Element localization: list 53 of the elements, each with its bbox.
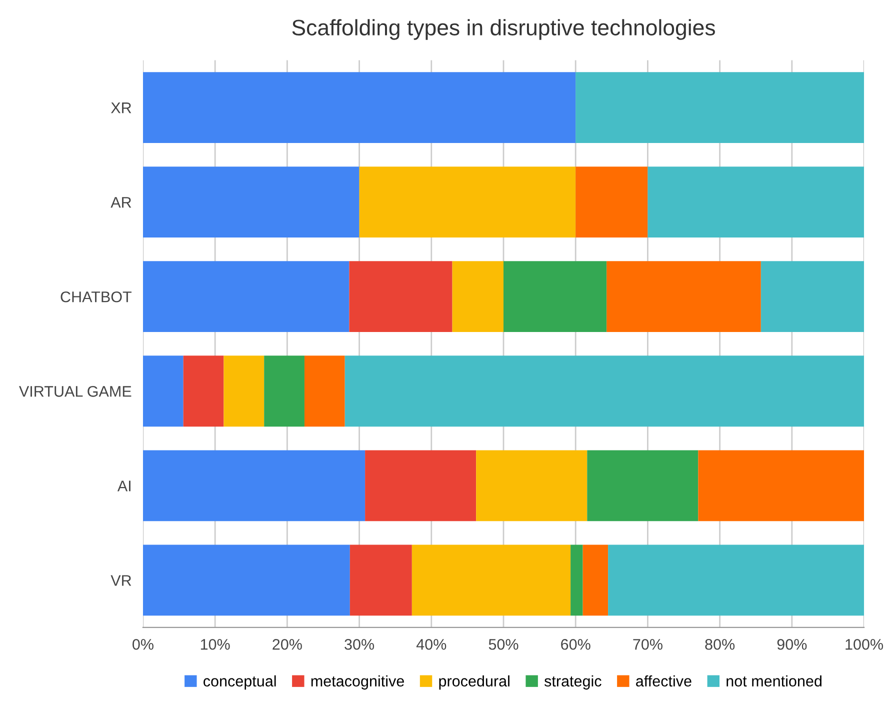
y-tick-label: VR bbox=[110, 575, 132, 586]
bar bbox=[304, 356, 345, 427]
chart-title: Scaffolding types in disruptive technologies bbox=[292, 19, 715, 40]
x-tick-label: 50% bbox=[488, 638, 518, 650]
bar bbox=[698, 450, 864, 522]
y-tick-label: AI bbox=[117, 480, 130, 492]
bar bbox=[349, 261, 452, 332]
x-tick-label: 60% bbox=[561, 638, 590, 650]
x-tick-label: 100% bbox=[846, 638, 884, 650]
y-tick-label: VIRTUAL GAME bbox=[19, 386, 132, 397]
x-tick-label: 80% bbox=[705, 638, 735, 650]
x-tick-label: 20% bbox=[272, 638, 302, 650]
bar bbox=[350, 544, 412, 616]
bar bbox=[570, 544, 583, 616]
x-tick-label: 30% bbox=[344, 638, 374, 650]
bar bbox=[606, 261, 761, 332]
legend-label: affective bbox=[636, 675, 692, 687]
legend-label: conceptual bbox=[204, 675, 276, 690]
bar bbox=[344, 356, 864, 427]
bar bbox=[142, 356, 184, 427]
legend-label: not mentioned bbox=[726, 675, 822, 687]
bar bbox=[452, 261, 504, 332]
y-tick-label: AR bbox=[110, 197, 132, 208]
bar bbox=[142, 450, 366, 522]
x-tick-label: 10% bbox=[200, 638, 230, 650]
bar bbox=[608, 544, 864, 616]
y-tick-label: CHATBOT bbox=[60, 291, 132, 302]
bar bbox=[760, 261, 864, 332]
x-tick-label: 70% bbox=[633, 638, 662, 650]
bar bbox=[264, 356, 304, 427]
bar bbox=[412, 544, 571, 616]
bar bbox=[503, 261, 607, 332]
bar bbox=[142, 72, 576, 143]
bar bbox=[476, 450, 588, 522]
bar bbox=[576, 166, 648, 238]
legend-label: metacognitive bbox=[311, 675, 404, 690]
bar bbox=[142, 166, 360, 238]
bar bbox=[365, 450, 476, 522]
x-tick-label: 0% bbox=[132, 638, 154, 650]
bar bbox=[359, 166, 576, 238]
bar bbox=[183, 356, 224, 427]
bar bbox=[576, 72, 864, 143]
legend-label: strategic bbox=[544, 675, 602, 690]
legend-label: procedural bbox=[439, 675, 510, 690]
bar bbox=[142, 544, 350, 616]
x-tick-label: 90% bbox=[777, 638, 807, 650]
x-tick-label: 40% bbox=[416, 638, 446, 650]
y-tick-label: XR bbox=[110, 102, 132, 114]
bar bbox=[224, 356, 264, 427]
bar bbox=[582, 544, 608, 616]
bar bbox=[587, 450, 698, 522]
bar bbox=[648, 166, 864, 238]
bar bbox=[142, 261, 350, 332]
